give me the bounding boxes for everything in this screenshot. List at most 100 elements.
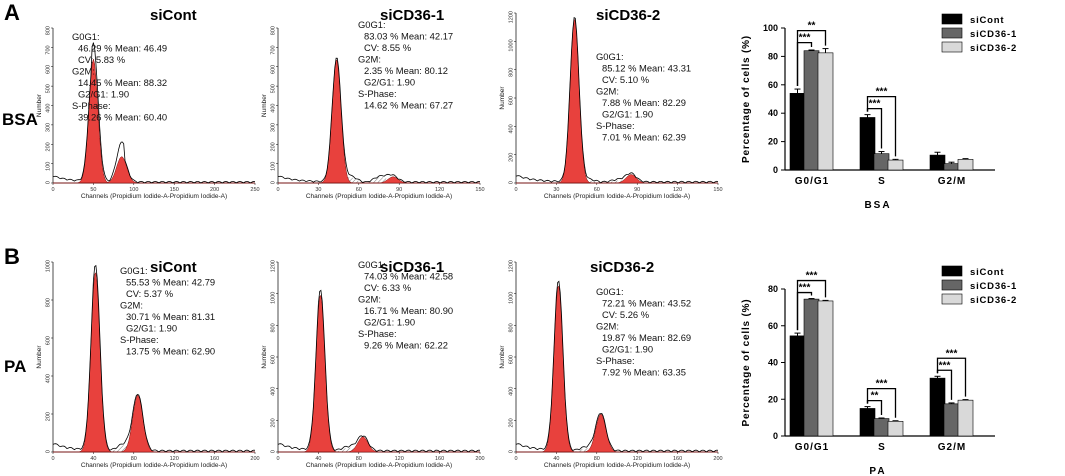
histogram-1-2: siCD36-2 0 40 80 120 160 200 0 200 400 600 800 1000 1… xyxy=(499,259,723,469)
x-tick-label: 40 xyxy=(315,456,321,462)
significance-label: *** xyxy=(799,283,811,294)
significance-bracket xyxy=(866,95,897,157)
row-label-pa: PA xyxy=(4,357,26,376)
x-tick-label: 120 xyxy=(435,187,444,193)
y-tick-label: 800 xyxy=(46,26,52,35)
histogram-title: siCD36-2 xyxy=(596,7,660,24)
y-tick-label: 600 xyxy=(271,355,277,364)
y-axis-label: Number xyxy=(36,93,43,117)
stat-line: CV: 6.33 % xyxy=(364,282,411,293)
bar-chart-layer: 0 20 40 60 80 100 Percentage of cells (%) BSA G0… xyxy=(741,13,1017,476)
histogram-outline xyxy=(52,264,256,453)
y-tick-label: 200 xyxy=(271,142,277,151)
bar-y-tick-label: 60 xyxy=(768,321,778,331)
y-axis-label: Number xyxy=(499,86,506,110)
stat-line: 55.53 % Mean: 42.79 xyxy=(126,277,215,288)
y-tick-label: 0 xyxy=(509,181,515,184)
bar-category-label: G0/G1 xyxy=(795,442,829,453)
x-tick-label: 250 xyxy=(250,187,259,193)
row-label-bsa: BSA xyxy=(2,110,38,129)
bar-y-tick-label: 40 xyxy=(768,358,778,368)
bar-y-tick-label: 80 xyxy=(768,51,778,61)
y-tick-label: 0 xyxy=(46,181,52,184)
g0g1-peak xyxy=(53,272,255,453)
bar xyxy=(873,418,890,437)
y-tick-label: 1000 xyxy=(509,292,515,304)
y-tick-label: 400 xyxy=(509,124,515,133)
histogram-0-2: siCD36-2 0 30 60 90 120 150 0 200 400 600 800 1000 12… xyxy=(499,7,723,200)
stat-line: G2/G1: 1.90 xyxy=(364,77,415,88)
legend-swatch xyxy=(941,265,963,277)
x-tick-label: 0 xyxy=(514,187,517,193)
x-tick-label: 120 xyxy=(395,456,404,462)
bar xyxy=(789,93,806,171)
x-axis-label: Channels (Propidium Iodide-A-Propidium I… xyxy=(544,193,690,200)
stat-line: G0G1: xyxy=(72,31,100,42)
stat-line: G2M: xyxy=(72,66,95,77)
y-tick-label: 400 xyxy=(46,104,52,113)
x-tick-label: 40 xyxy=(90,456,96,462)
y-tick-label: 500 xyxy=(271,84,277,93)
stat-line: G0G1: xyxy=(358,259,386,270)
x-tick-label: 0 xyxy=(276,187,279,193)
bar xyxy=(957,399,974,437)
histogram-title: siCD36-2 xyxy=(590,259,654,276)
y-tick-label: 1000 xyxy=(271,292,277,304)
y-tick-label: 200 xyxy=(509,153,515,162)
significance-label: *** xyxy=(939,360,951,371)
stat-line: 16.71 % Mean: 80.90 xyxy=(364,305,453,316)
y-tick-label: 200 xyxy=(271,418,277,427)
stat-line: S-Phase: xyxy=(596,120,635,131)
legend-label: siCD36-2 xyxy=(970,43,1017,54)
stat-line: G2M: xyxy=(596,321,619,332)
bar-category-label: G0/G1 xyxy=(795,176,829,187)
histogram-0-0: siCont 0 50 100 150 200 250 0 100 200 300 400 500 600… xyxy=(36,7,260,200)
panel-letter-a: A xyxy=(4,0,20,25)
histogram-outline xyxy=(52,42,256,184)
bar xyxy=(789,335,806,437)
x-axis-label: Channels (Propidium Iodide-A-Propidium I… xyxy=(81,462,227,469)
y-axis-label: Number xyxy=(261,93,268,117)
x-axis-label: Channels (Propidium Iodide-A-Propidium I… xyxy=(544,462,690,469)
x-axis-label: Channels (Propidium Iodide-A-Propidium I… xyxy=(306,193,452,200)
stat-line: S-Phase: xyxy=(358,88,397,99)
x-tick-label: 40 xyxy=(553,456,559,462)
stat-line: G0G1: xyxy=(596,286,624,297)
stat-line: G2M: xyxy=(358,54,381,65)
legend-label: siCont xyxy=(970,15,1004,26)
y-tick-label: 600 xyxy=(509,355,515,364)
y-tick-label: 400 xyxy=(46,374,52,383)
y-tick-label: 800 xyxy=(509,323,515,332)
y-tick-label: 1000 xyxy=(46,260,52,272)
stat-line: 83.03 % Mean: 42.17 xyxy=(364,31,453,42)
legend-label: siCD36-1 xyxy=(970,281,1017,292)
stat-line: G2M: xyxy=(120,300,143,311)
y-tick-label: 200 xyxy=(46,412,52,421)
bar xyxy=(929,154,946,171)
x-tick-label: 120 xyxy=(673,187,682,193)
stat-line: 74.03 % Mean: 42.58 xyxy=(364,271,453,282)
stat-line: S-Phase: xyxy=(120,334,159,345)
stat-line: CV: 8.55 % xyxy=(364,42,411,53)
stat-line: 9.26 % Mean: 62.22 xyxy=(364,340,448,351)
x-tick-label: 0 xyxy=(51,187,54,193)
x-tick-label: 60 xyxy=(356,187,362,193)
stat-line: 46.29 % Mean: 46.49 xyxy=(78,43,167,54)
bar xyxy=(887,159,904,171)
y-tick-label: 400 xyxy=(271,387,277,396)
x-tick-label: 100 xyxy=(129,187,138,193)
g2m-peak xyxy=(516,413,718,453)
stat-line: 2.35 % Mean: 80.12 xyxy=(364,65,448,76)
histogram-title: siCD36-1 xyxy=(380,259,444,276)
stat-line: CV: 5.83 % xyxy=(78,54,125,65)
legend-swatch xyxy=(941,27,963,39)
y-tick-label: 600 xyxy=(271,65,277,74)
x-tick-label: 160 xyxy=(210,456,219,462)
x-tick-label: 80 xyxy=(131,456,137,462)
bar xyxy=(957,159,974,171)
bar-y-tick-label: 20 xyxy=(768,137,778,147)
stat-line: S-Phase: xyxy=(596,355,635,366)
x-tick-label: 200 xyxy=(250,456,259,462)
bar-category-label: G2/M xyxy=(938,176,966,187)
